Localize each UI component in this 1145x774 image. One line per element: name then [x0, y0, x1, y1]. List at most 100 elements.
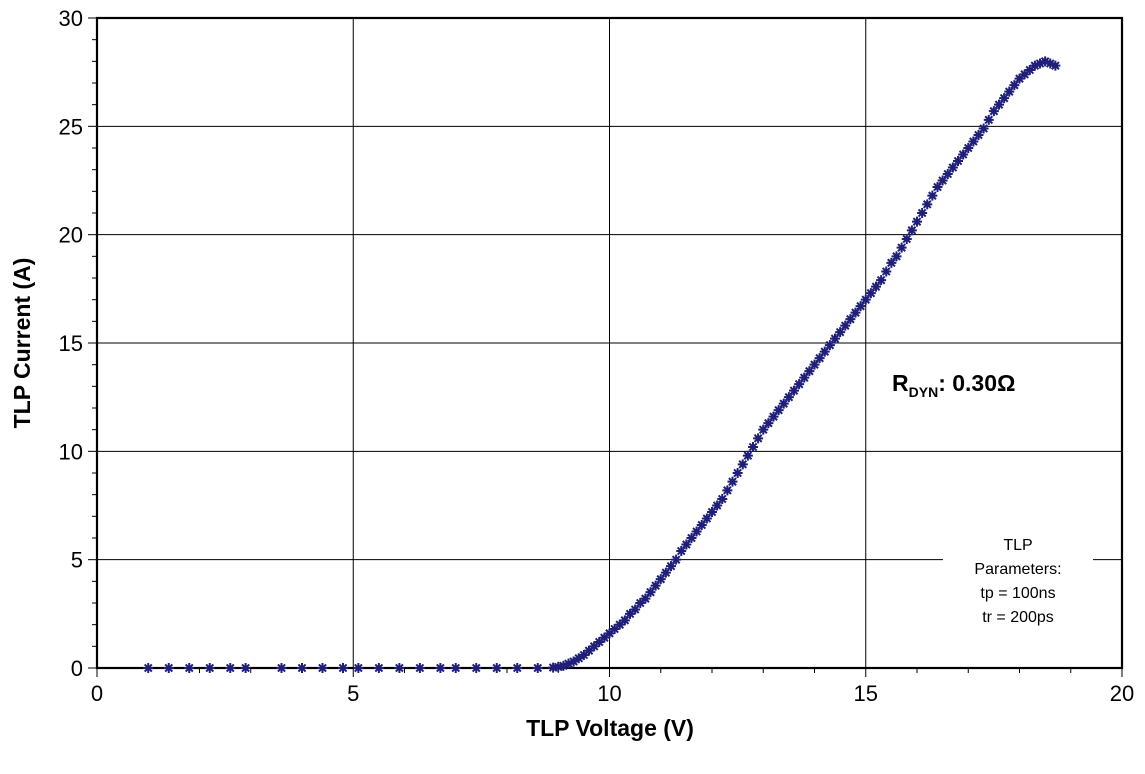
data-point — [758, 424, 769, 435]
data-point — [717, 494, 728, 504]
data-point — [876, 275, 887, 286]
y-tick-label: 30 — [59, 6, 83, 31]
data-point — [819, 346, 830, 357]
data-point — [225, 663, 236, 673]
data-point — [1050, 60, 1061, 71]
data-point — [983, 114, 994, 125]
data-point — [799, 372, 810, 383]
data-point — [958, 149, 969, 160]
data-point — [901, 234, 912, 244]
data-point — [660, 567, 671, 578]
data-point — [845, 314, 856, 325]
plot-frame — [95, 16, 1124, 670]
data-point — [394, 663, 405, 673]
data-point — [1045, 58, 1056, 69]
data-point — [860, 294, 871, 305]
y-tick-label: 20 — [59, 223, 83, 248]
data-point — [143, 663, 154, 673]
data-point — [906, 225, 917, 236]
data-point — [937, 175, 948, 186]
data-point — [1040, 56, 1051, 67]
data-point — [512, 663, 523, 673]
data-point — [988, 106, 999, 117]
data-point — [804, 366, 815, 377]
data-point — [835, 327, 846, 338]
data-point — [1004, 86, 1015, 97]
data-point — [783, 392, 794, 403]
data-point — [625, 608, 635, 619]
data-point — [1024, 65, 1035, 75]
data-point — [655, 574, 666, 585]
data-point — [794, 379, 805, 390]
data-point — [722, 485, 733, 496]
data-point — [568, 656, 579, 667]
x-tick-label: 0 — [91, 681, 103, 706]
data-point — [558, 660, 569, 671]
data-point — [563, 658, 574, 669]
data-point — [871, 281, 881, 292]
data-point — [773, 405, 784, 416]
data-point — [789, 385, 799, 396]
data-point — [824, 340, 835, 351]
data-point — [881, 266, 892, 277]
data-point — [691, 526, 702, 537]
data-point — [553, 661, 564, 672]
data-point — [753, 433, 764, 444]
rdyn-annotation: RDYN: 0.30Ω — [892, 370, 1015, 400]
param-line-1: TLP — [1003, 537, 1032, 554]
data-point — [978, 123, 989, 134]
data-point — [676, 546, 687, 556]
x-axis-title: TLP Voltage (V) — [526, 715, 694, 741]
data-point — [968, 136, 979, 147]
data-point — [886, 257, 897, 268]
data-point — [732, 468, 743, 478]
data-point — [947, 162, 958, 173]
data-point — [435, 663, 446, 673]
y-tick-label: 15 — [59, 331, 83, 356]
data-point — [994, 99, 1004, 110]
y-axis-title: TLP Current (A) — [9, 258, 35, 429]
data-point — [599, 632, 610, 643]
param-line-3: tp = 100ns — [980, 585, 1055, 602]
data-point — [609, 624, 620, 634]
data-point — [963, 143, 974, 153]
data-point — [1019, 69, 1030, 80]
data-point — [578, 650, 589, 660]
data-point — [1029, 60, 1040, 71]
y-tick-label: 25 — [59, 114, 83, 139]
data-point — [778, 398, 789, 409]
data-point — [850, 307, 861, 318]
data-point — [932, 182, 943, 192]
data-point — [1035, 58, 1045, 69]
data-point — [707, 507, 717, 517]
data-point — [317, 663, 328, 673]
data-point — [696, 520, 707, 530]
rdyn-value: : 0.30Ω — [938, 370, 1015, 396]
x-tick-label: 5 — [347, 681, 359, 706]
data-point — [840, 320, 851, 331]
data-point — [450, 663, 461, 673]
data-point — [594, 637, 605, 647]
x-tick-label: 20 — [1110, 681, 1134, 706]
data-point — [573, 653, 584, 664]
data-point — [635, 598, 646, 608]
x-tick-label: 15 — [854, 681, 878, 706]
data-point — [748, 442, 758, 452]
data-point — [768, 411, 779, 422]
x-tick-label: 10 — [597, 681, 621, 706]
y-tick-label: 0 — [71, 656, 83, 681]
data-point — [1014, 73, 1025, 84]
rdyn-subscript: DYN — [909, 384, 939, 400]
data-point — [917, 208, 928, 218]
data-point — [491, 663, 502, 673]
param-line-4: tr = 200ps — [982, 609, 1054, 626]
data-point — [681, 539, 692, 550]
data-point — [584, 645, 594, 656]
data-point — [896, 242, 907, 253]
data-point — [204, 663, 215, 673]
data-point — [666, 561, 676, 572]
data-point — [809, 359, 820, 370]
data-point — [742, 450, 753, 461]
data-point — [650, 580, 661, 591]
